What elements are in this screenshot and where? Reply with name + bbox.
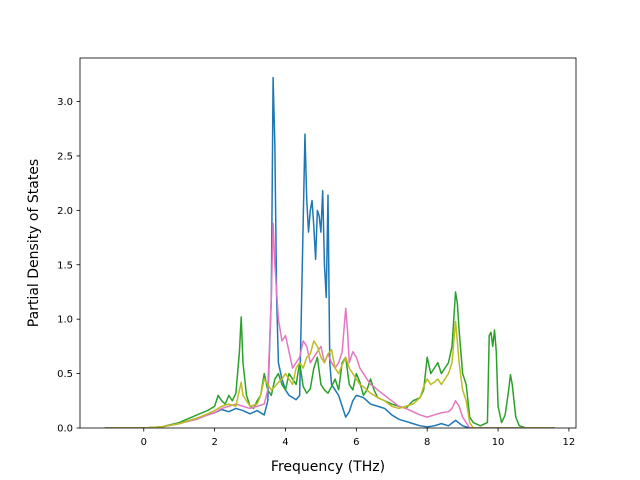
x-tick-label: 8 (424, 437, 430, 448)
series-line-2 (104, 291, 555, 428)
x-tick-label: 2 (211, 437, 217, 448)
y-tick-label: 2.0 (57, 206, 73, 217)
x-tick-label: 4 (282, 437, 288, 448)
x-tick-label: 6 (353, 437, 359, 448)
series-line-4 (104, 320, 555, 428)
y-axis: 0.0 0.5 1.0 1.5 2.0 2.5 3.0 (57, 97, 80, 435)
y-tick-label: 1.5 (57, 260, 73, 271)
y-tick-label: 1.0 (57, 315, 73, 326)
x-tick-label: 10 (492, 437, 505, 448)
y-tick-label: 3.0 (57, 97, 73, 108)
series-line-1 (104, 76, 555, 428)
series-layer (104, 76, 555, 428)
y-axis-label: Partial Density of States (26, 159, 42, 327)
x-axis-label: Frequency (THz) (271, 459, 385, 475)
y-tick-label: 0.0 (57, 424, 73, 435)
y-tick-label: 2.5 (57, 151, 73, 162)
x-tick-label: 0 (141, 437, 147, 448)
plot-frame (79, 57, 577, 429)
x-axis: 0 2 4 6 8 10 12 (141, 428, 576, 448)
x-tick-label: 12 (563, 437, 576, 448)
y-tick-label: 0.5 (57, 369, 73, 380)
